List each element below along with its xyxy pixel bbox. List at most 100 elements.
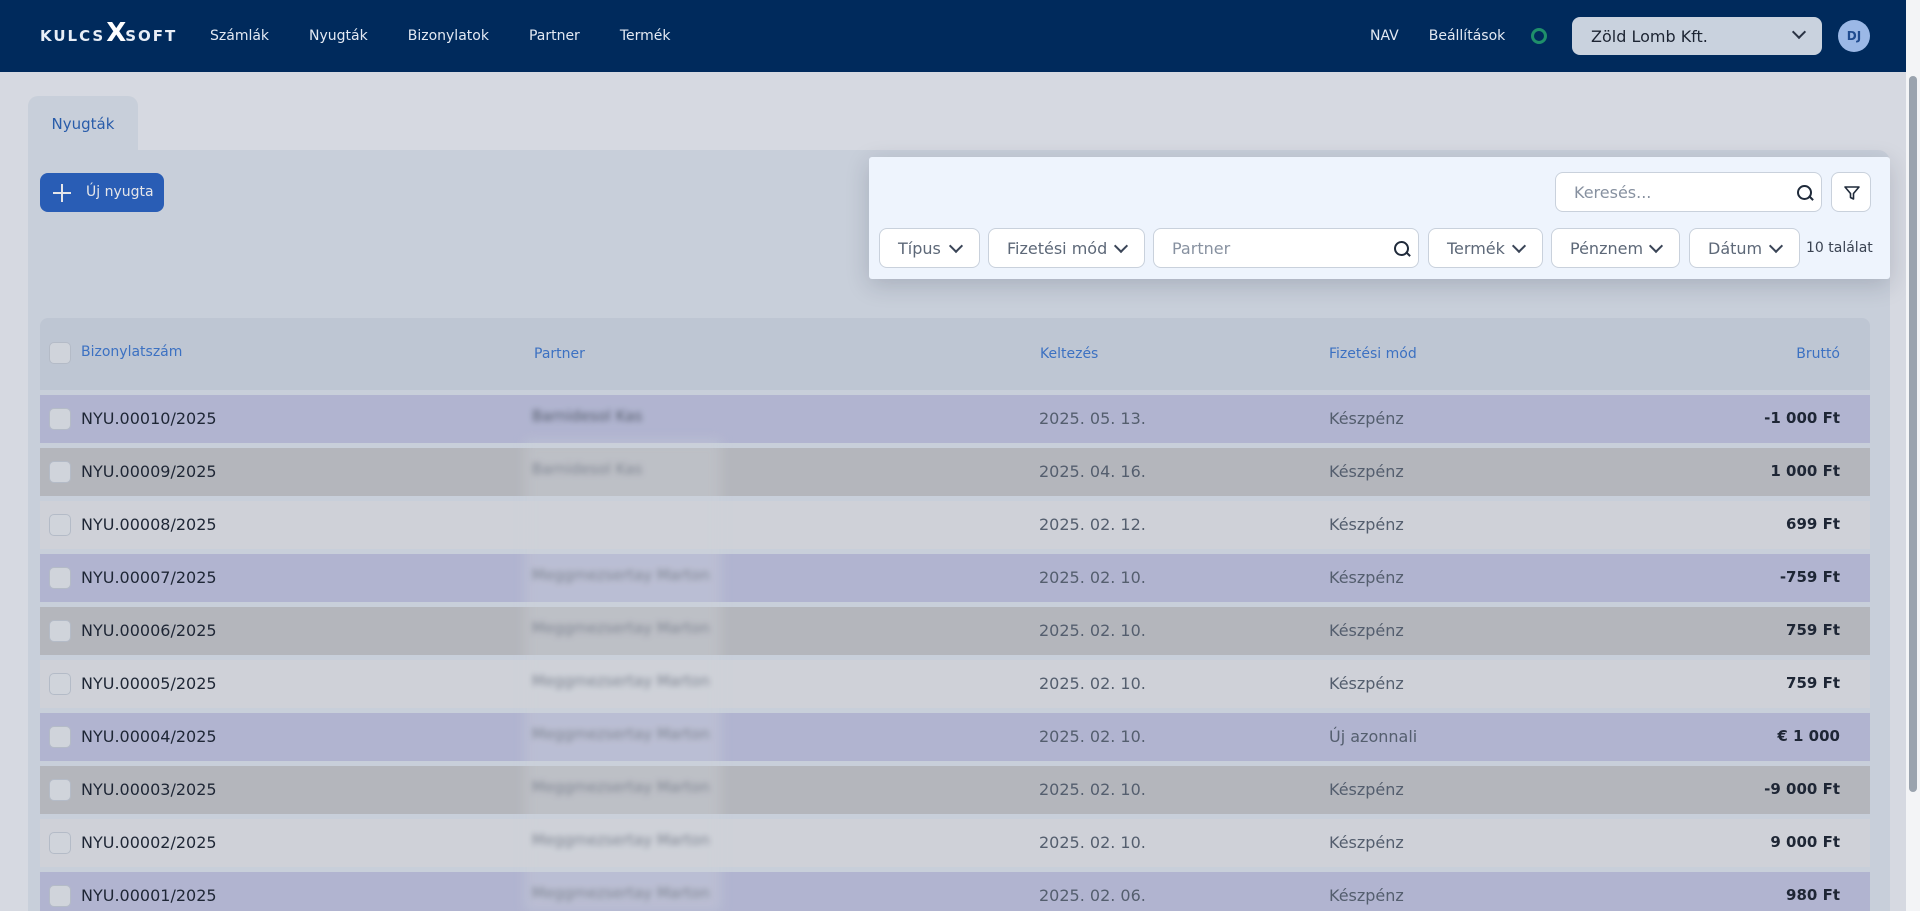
- search-icon[interactable]: [1394, 241, 1410, 257]
- chevron-down-icon: [1113, 238, 1129, 254]
- row-checkbox[interactable]: [49, 832, 71, 854]
- table-row[interactable]: NYU.00004/2025 Meggmezsertay Marton 2025. …: [40, 713, 1870, 761]
- new-receipt-button[interactable]: Új nyugta: [40, 173, 164, 212]
- table-row[interactable]: NYU.00008/2025 2025. 02. 12. Készpénz 699 F…: [40, 501, 1870, 549]
- partner-blur-mask: [525, 440, 721, 911]
- partner-name-blurred: Meggmezsertay Marton: [532, 778, 710, 796]
- table-row[interactable]: NYU.00001/2025 Meggmezsertay Marton 2025. …: [40, 872, 1870, 911]
- gross-amount: 9 000 Ft: [1770, 833, 1840, 851]
- row-checkbox[interactable]: [49, 726, 71, 748]
- column-brutto[interactable]: Bruttó: [1796, 346, 1840, 362]
- chevron-down-icon: [948, 238, 964, 254]
- issue-date: 2025. 02. 10.: [1039, 568, 1146, 587]
- gross-amount: 759 Ft: [1786, 674, 1840, 692]
- chevron-down-icon: [1768, 238, 1784, 254]
- gross-amount: 699 Ft: [1786, 515, 1840, 533]
- search-placeholder: Keresés...: [1574, 182, 1652, 202]
- nav-item-szamlak[interactable]: Számlák: [210, 28, 270, 44]
- issue-date: 2025. 02. 10.: [1039, 621, 1146, 640]
- row-checkbox[interactable]: [49, 408, 71, 430]
- gross-amount: -759 Ft: [1779, 568, 1840, 586]
- nav-item-nyugtak[interactable]: Nyugták: [309, 28, 368, 44]
- result-count: 10 találat: [1806, 240, 1873, 256]
- row-checkbox[interactable]: [49, 567, 71, 589]
- kulcssoft-logo[interactable]: KULCS X SOFT: [40, 18, 177, 48]
- gross-amount: 759 Ft: [1786, 621, 1840, 639]
- receipt-number[interactable]: NYU.00009/2025: [81, 462, 217, 481]
- receipt-number[interactable]: NYU.00008/2025: [81, 515, 217, 534]
- nav-item-partner[interactable]: Partner: [528, 28, 580, 44]
- gross-amount: 1 000 Ft: [1770, 462, 1840, 480]
- table-row[interactable]: NYU.00009/2025 Barnidesol Kas 2025. 04. 16…: [40, 448, 1870, 496]
- receipt-number[interactable]: NYU.00003/2025: [81, 780, 217, 799]
- gross-amount: 980 Ft: [1786, 886, 1840, 904]
- payment-method: Készpénz: [1329, 780, 1404, 799]
- receipt-number[interactable]: NYU.00010/2025: [81, 409, 217, 428]
- issue-date: 2025. 02. 06.: [1039, 886, 1146, 905]
- tab-nyugtak[interactable]: Nyugták: [28, 96, 138, 152]
- payment-method: Készpénz: [1329, 886, 1404, 905]
- issue-date: 2025. 02. 12.: [1039, 515, 1146, 534]
- table-row[interactable]: NYU.00003/2025 Meggmezsertay Marton 2025. …: [40, 766, 1870, 814]
- nav-item-termek[interactable]: Termék: [619, 28, 671, 44]
- column-keltezes[interactable]: Keltezés: [1040, 346, 1099, 362]
- issue-date: 2025. 02. 10.: [1039, 780, 1146, 799]
- partner-name-blurred: Barnidesol Kas: [532, 407, 643, 425]
- nav-item-beallitasok[interactable]: Beállítások: [1428, 28, 1506, 44]
- issue-date: 2025. 02. 10.: [1039, 727, 1146, 746]
- receipt-number[interactable]: NYU.00004/2025: [81, 727, 217, 746]
- row-checkbox[interactable]: [49, 514, 71, 536]
- payment-filter-dropdown[interactable]: Fizetési mód: [988, 228, 1145, 268]
- filter-toggle-button[interactable]: [1831, 172, 1871, 212]
- row-checkbox[interactable]: [49, 461, 71, 483]
- product-filter-dropdown[interactable]: Termék: [1428, 228, 1543, 268]
- table-row[interactable]: NYU.00005/2025 Meggmezsertay Marton 2025. …: [40, 660, 1870, 708]
- filter-icon: [1844, 186, 1860, 200]
- column-fizetesi-mod[interactable]: Fizetési mód: [1329, 346, 1417, 362]
- row-checkbox[interactable]: [49, 673, 71, 695]
- issue-date: 2025. 02. 10.: [1039, 674, 1146, 693]
- table-row[interactable]: NYU.00002/2025 Meggmezsertay Marton 2025. …: [40, 819, 1870, 867]
- partner-name-blurred: Barnidesol Kas: [532, 460, 643, 478]
- column-bizonylatszam[interactable]: Bizonylatszám: [81, 344, 183, 360]
- payment-method: Készpénz: [1329, 833, 1404, 852]
- row-checkbox[interactable]: [49, 885, 71, 907]
- type-filter-label: Típus: [898, 238, 941, 258]
- logo-text-left: KULCS: [40, 27, 106, 45]
- nav-item-nav[interactable]: NAV: [1370, 28, 1399, 44]
- partner-name-blurred: Meggmezsertay Marton: [532, 672, 710, 690]
- main-nav: Számlák Nyugták Bizonylatok Partner Term…: [210, 0, 710, 72]
- receipt-number[interactable]: NYU.00005/2025: [81, 674, 217, 693]
- search-input[interactable]: Keresés...: [1555, 172, 1822, 212]
- column-partner[interactable]: Partner: [534, 346, 585, 362]
- type-filter-dropdown[interactable]: Típus: [879, 228, 980, 268]
- payment-method: Készpénz: [1329, 674, 1404, 693]
- partner-search-input[interactable]: Partner: [1153, 228, 1419, 268]
- search-icon[interactable]: [1797, 185, 1813, 201]
- date-filter-dropdown[interactable]: Dátum: [1689, 228, 1800, 268]
- row-checkbox[interactable]: [49, 779, 71, 801]
- table-row[interactable]: NYU.00007/2025 Meggmezsertay Marton 2025. …: [40, 554, 1870, 602]
- receipt-number[interactable]: NYU.00007/2025: [81, 568, 217, 587]
- table-row[interactable]: NYU.00010/2025 Barnidesol Kas 2025. 05. 13…: [40, 395, 1870, 443]
- partner-name-blurred: Meggmezsertay Marton: [532, 725, 710, 743]
- scrollbar-thumb[interactable]: [1909, 76, 1917, 792]
- nav-item-bizonylatok[interactable]: Bizonylatok: [407, 28, 489, 44]
- avatar[interactable]: DJ: [1838, 20, 1870, 52]
- gear-icon[interactable]: [1531, 28, 1547, 44]
- row-checkbox[interactable]: [49, 620, 71, 642]
- payment-method: Készpénz: [1329, 409, 1404, 428]
- partner-name-blurred: Meggmezsertay Marton: [532, 619, 710, 637]
- select-all-checkbox[interactable]: [49, 342, 71, 364]
- top-navigation-bar: KULCS X SOFT Számlák Nyugták Bizonylatok…: [0, 0, 1920, 72]
- chevron-down-icon: [1511, 238, 1527, 254]
- company-selector[interactable]: Zöld Lomb Kft.: [1572, 17, 1822, 55]
- new-receipt-label: Új nyugta: [86, 184, 154, 200]
- receipt-number[interactable]: NYU.00006/2025: [81, 621, 217, 640]
- logo-x-mark: X: [106, 18, 126, 48]
- receipt-number[interactable]: NYU.00002/2025: [81, 833, 217, 852]
- table-row[interactable]: NYU.00006/2025 Meggmezsertay Marton 2025. …: [40, 607, 1870, 655]
- currency-filter-dropdown[interactable]: Pénznem: [1551, 228, 1680, 268]
- receipt-number[interactable]: NYU.00001/2025: [81, 886, 217, 905]
- gross-amount: -9 000 Ft: [1764, 780, 1840, 798]
